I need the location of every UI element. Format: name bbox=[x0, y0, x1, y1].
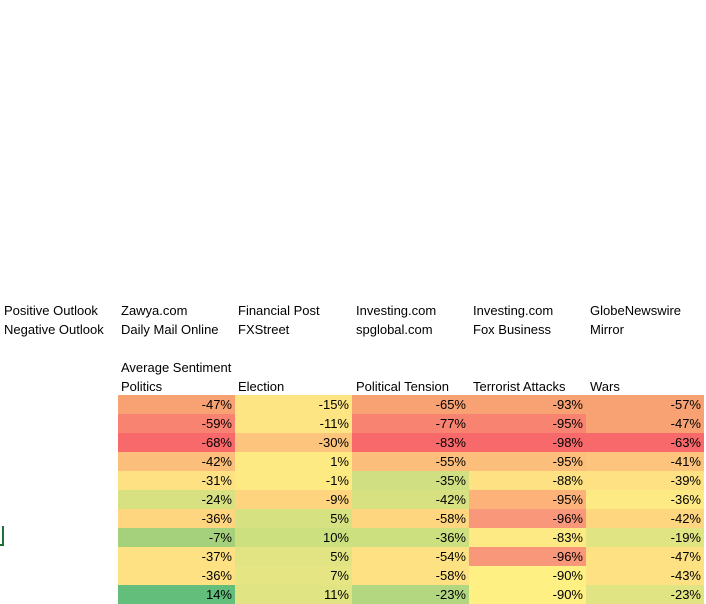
sentiment-cell[interactable]: -58% bbox=[352, 566, 469, 585]
table-caption: Average Sentiment bbox=[121, 360, 232, 375]
sentiment-cell[interactable]: -24% bbox=[118, 490, 235, 509]
sentiment-cell[interactable]: 1% bbox=[235, 452, 352, 471]
negative-outlook-label: Negative Outlook bbox=[4, 322, 104, 337]
sentiment-cell[interactable]: -55% bbox=[352, 452, 469, 471]
sentiment-cell[interactable]: -83% bbox=[352, 433, 469, 452]
sentiment-cell[interactable]: -54% bbox=[352, 547, 469, 566]
sentiment-cell[interactable]: 14% bbox=[118, 585, 235, 604]
sentiment-cell[interactable]: 7% bbox=[235, 566, 352, 585]
table-row: -59% -11% -77% -95% -47% bbox=[118, 414, 706, 433]
sentiment-cell[interactable]: -90% bbox=[469, 585, 586, 604]
sentiment-cell[interactable]: -36% bbox=[118, 566, 235, 585]
sentiment-cell[interactable]: -95% bbox=[469, 452, 586, 471]
negative-source-2: FXStreet bbox=[238, 322, 290, 337]
column-header-political-tension: Political Tension bbox=[356, 379, 449, 394]
sentiment-cell[interactable]: -41% bbox=[586, 452, 704, 471]
sentiment-cell[interactable]: -30% bbox=[235, 433, 352, 452]
table-row: -68% -30% -83% -98% -63% bbox=[118, 433, 706, 452]
positive-source-4: Investing.com bbox=[473, 303, 554, 318]
sentiment-cell[interactable]: -42% bbox=[352, 490, 469, 509]
sentiment-cell[interactable]: -95% bbox=[469, 490, 586, 509]
sentiment-cell[interactable]: -36% bbox=[586, 490, 704, 509]
sentiment-cell[interactable]: -96% bbox=[469, 509, 586, 528]
sentiment-cell[interactable]: -93% bbox=[469, 395, 586, 414]
sentiment-cell[interactable]: -47% bbox=[586, 414, 704, 433]
sentiment-cell[interactable]: 5% bbox=[235, 509, 352, 528]
table-row: -47% -15% -65% -93% -57% bbox=[118, 395, 706, 414]
column-header-terrorist-attacks: Terrorist Attacks bbox=[473, 379, 566, 394]
positive-source-1: Zawya.com bbox=[121, 303, 188, 318]
sentiment-cell[interactable]: 11% bbox=[235, 585, 352, 604]
sentiment-cell[interactable]: -31% bbox=[118, 471, 235, 490]
sentiment-cell[interactable]: -95% bbox=[469, 414, 586, 433]
sentiment-cell[interactable]: -57% bbox=[586, 395, 704, 414]
sentiment-cell[interactable]: -35% bbox=[352, 471, 469, 490]
negative-source-1: Daily Mail Online bbox=[121, 322, 219, 337]
table-row: -37% 5% -54% -96% -47% bbox=[118, 547, 706, 566]
sentiment-cell[interactable]: -42% bbox=[118, 452, 235, 471]
sentiment-cell[interactable]: -98% bbox=[469, 433, 586, 452]
sentiment-cell[interactable]: -23% bbox=[586, 585, 704, 604]
sentiment-cell[interactable]: -15% bbox=[235, 395, 352, 414]
sentiment-cell[interactable]: -47% bbox=[586, 547, 704, 566]
sentiment-cell[interactable]: -36% bbox=[118, 509, 235, 528]
sentiment-heatmap: -47% -15% -65% -93% -57% -59% -11% -77% -95% -47%… bbox=[118, 395, 706, 604]
sentiment-cell[interactable]: -59% bbox=[118, 414, 235, 433]
column-header-politics: Politics bbox=[121, 379, 163, 394]
table-row: 14% 11% -23% -90% -23% bbox=[118, 585, 706, 604]
sentiment-cell[interactable]: -96% bbox=[469, 547, 586, 566]
sentiment-cell[interactable]: -65% bbox=[352, 395, 469, 414]
positive-source-2: Financial Post bbox=[238, 303, 320, 318]
table-row: -31% -1% -35% -88% -39% bbox=[118, 471, 706, 490]
negative-source-4: Fox Business bbox=[473, 322, 552, 337]
sentiment-cell[interactable]: -47% bbox=[118, 395, 235, 414]
table-row: -36% 7% -58% -90% -43% bbox=[118, 566, 706, 585]
negative-source-3: spglobal.com bbox=[356, 322, 433, 337]
positive-outlook-label: Positive Outlook bbox=[4, 303, 98, 318]
sentiment-cell[interactable]: -58% bbox=[352, 509, 469, 528]
positive-source-3: Investing.com bbox=[356, 303, 437, 318]
column-header-election: Election bbox=[238, 379, 285, 394]
sentiment-cell[interactable]: 10% bbox=[235, 528, 352, 547]
table-row: -42% 1% -55% -95% -41% bbox=[118, 452, 706, 471]
sentiment-cell[interactable]: -90% bbox=[469, 566, 586, 585]
sentiment-cell[interactable]: -43% bbox=[586, 566, 704, 585]
sentiment-cell[interactable]: -83% bbox=[469, 528, 586, 547]
positive-source-5: GlobeNewswire bbox=[590, 303, 682, 318]
cell-selection-edge[interactable] bbox=[0, 526, 4, 546]
sentiment-cell[interactable]: -88% bbox=[469, 471, 586, 490]
sentiment-cell[interactable]: -36% bbox=[352, 528, 469, 547]
sentiment-cell[interactable]: -77% bbox=[352, 414, 469, 433]
column-header-wars: Wars bbox=[590, 379, 620, 394]
sentiment-cell[interactable]: -19% bbox=[586, 528, 704, 547]
sentiment-cell[interactable]: -11% bbox=[235, 414, 352, 433]
sentiment-cell[interactable]: -37% bbox=[118, 547, 235, 566]
sentiment-cell[interactable]: -39% bbox=[586, 471, 704, 490]
sentiment-cell[interactable]: -9% bbox=[235, 490, 352, 509]
sentiment-cell[interactable]: -23% bbox=[352, 585, 469, 604]
sentiment-cell[interactable]: -68% bbox=[118, 433, 235, 452]
table-row: -36% 5% -58% -96% -42% bbox=[118, 509, 706, 528]
sentiment-cell[interactable]: -1% bbox=[235, 471, 352, 490]
sentiment-cell[interactable]: 5% bbox=[235, 547, 352, 566]
table-row: -7% 10% -36% -83% -19% bbox=[118, 528, 706, 547]
table-row: -24% -9% -42% -95% -36% bbox=[118, 490, 706, 509]
sentiment-cell[interactable]: -42% bbox=[586, 509, 704, 528]
negative-source-5: Mirror bbox=[590, 322, 624, 337]
sentiment-cell[interactable]: -63% bbox=[586, 433, 704, 452]
sentiment-cell[interactable]: -7% bbox=[118, 528, 235, 547]
